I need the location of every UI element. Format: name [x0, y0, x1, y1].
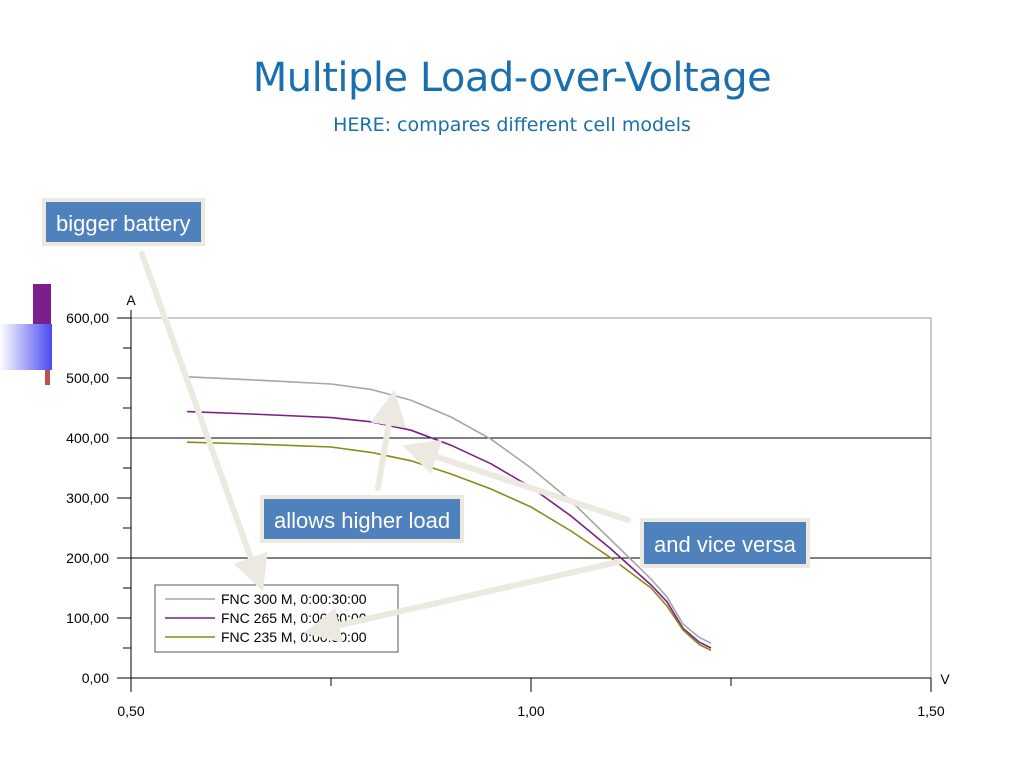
legend-entry-1: FNC 300 M, 0:00:30:00 [221, 591, 367, 607]
annotation-arrow [370, 389, 407, 491]
y-tick-label: 100,00 [66, 610, 109, 626]
annotation-arrow [402, 439, 631, 523]
y-axis-label: A [126, 292, 136, 308]
callout-bigger-battery: bigger battery [42, 198, 205, 246]
series-line-1 [186, 376, 712, 644]
decorative-gradient-shapes [0, 284, 52, 385]
x-tick-label: 0,50 [117, 703, 144, 719]
callout-allows-higher-load: allows higher load [260, 495, 465, 543]
y-tick-label: 400,00 [66, 430, 109, 446]
y-tick-label: 0,00 [82, 670, 109, 686]
y-tick-label: 200,00 [66, 550, 109, 566]
annotation-arrow [139, 251, 268, 592]
y-tick-label: 600,00 [66, 310, 109, 326]
callout-and-vice-versa: and vice versa [640, 518, 810, 568]
slide-subtitle: HERE: compares different cell models [333, 114, 691, 136]
x-axis-label: V [940, 671, 950, 687]
x-tick-label: 1,50 [917, 703, 944, 719]
x-tick-label: 1,00 [517, 703, 544, 719]
y-tick-label: 300,00 [66, 490, 109, 506]
slide-title: Multiple Load-over-Voltage [252, 55, 772, 101]
series-line-3 [186, 441, 712, 652]
y-tick-label: 500,00 [66, 370, 109, 386]
annotation-arrow [303, 559, 621, 643]
legend-entry-3: FNC 235 M, 0:00:30:00 [221, 629, 367, 645]
